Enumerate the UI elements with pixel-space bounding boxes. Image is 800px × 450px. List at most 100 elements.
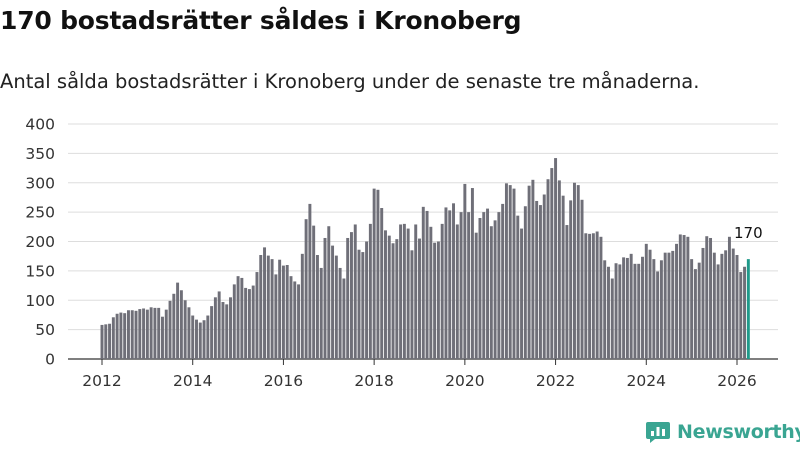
bar — [334, 255, 338, 359]
bar — [743, 266, 747, 359]
bar — [240, 277, 244, 359]
bar — [157, 307, 161, 359]
bar — [183, 300, 187, 359]
bar — [221, 302, 225, 359]
y-tick-label: 250 — [25, 204, 55, 222]
bar — [126, 310, 130, 359]
bar — [709, 237, 713, 359]
bar — [300, 253, 304, 359]
bar — [452, 203, 455, 359]
bar — [455, 224, 459, 359]
bar — [108, 323, 112, 359]
bar — [618, 264, 622, 359]
bar — [418, 238, 421, 359]
bar — [697, 262, 701, 359]
bar — [474, 232, 478, 359]
bar — [501, 203, 505, 359]
bar — [395, 239, 399, 359]
bar — [236, 276, 240, 359]
x-tick-label: 2026 — [717, 372, 756, 390]
bar — [538, 205, 542, 359]
bar — [595, 231, 599, 359]
bar — [142, 308, 146, 359]
bar — [648, 249, 652, 359]
bar — [542, 194, 546, 359]
bar — [304, 219, 308, 359]
bar — [712, 252, 716, 359]
bar — [255, 272, 259, 359]
bar — [644, 243, 648, 359]
bar — [213, 297, 217, 359]
bar — [206, 315, 210, 359]
bar — [463, 183, 467, 359]
last-bar-data-label: 170 — [734, 224, 763, 242]
x-tick-label: 2022 — [536, 372, 575, 390]
bar — [482, 212, 486, 359]
bar — [584, 233, 588, 359]
bar — [622, 257, 626, 359]
bar — [138, 309, 142, 359]
bar — [448, 210, 452, 359]
data-labels: 170 — [734, 224, 763, 242]
bar — [523, 206, 527, 359]
bar — [247, 289, 251, 359]
bar — [720, 253, 724, 359]
x-tick-label: 2016 — [264, 372, 303, 390]
chart-title: 170 bostadsrätter såldes i Kronoberg — [0, 6, 522, 35]
bar — [293, 281, 297, 359]
bar — [387, 235, 391, 359]
bar — [123, 313, 127, 359]
bars — [100, 158, 750, 359]
bar — [531, 179, 535, 359]
bar — [682, 235, 686, 359]
y-tick-label: 300 — [25, 174, 55, 192]
bar — [656, 271, 660, 359]
bar — [285, 265, 289, 359]
bar — [414, 224, 418, 359]
bar — [315, 255, 319, 359]
bar — [572, 182, 576, 359]
bar — [176, 282, 180, 359]
bar — [690, 259, 694, 359]
y-tick-label: 350 — [25, 145, 55, 163]
bar — [406, 228, 410, 359]
y-tick-label: 150 — [25, 262, 55, 280]
x-tick-label: 2020 — [445, 372, 484, 390]
bar — [297, 284, 301, 359]
bar — [338, 267, 342, 359]
bar — [384, 230, 387, 359]
x-tick-label: 2018 — [354, 372, 393, 390]
bar — [168, 300, 172, 359]
bar — [319, 267, 323, 359]
bar — [535, 200, 539, 359]
bar — [161, 316, 164, 359]
bar — [281, 265, 285, 359]
bar — [716, 264, 720, 359]
bar — [512, 188, 516, 359]
bar — [520, 228, 524, 359]
bar — [342, 278, 346, 359]
x-tick-label: 2024 — [627, 372, 666, 390]
y-axis-ticks: 0 50 100 150 200 250 300 350 400 — [25, 116, 55, 369]
bar — [312, 225, 316, 359]
bar — [179, 290, 183, 359]
bar — [104, 324, 108, 359]
bar — [440, 223, 444, 359]
bar — [217, 291, 221, 359]
bar — [678, 234, 682, 359]
y-tick-label: 200 — [25, 233, 55, 251]
bar — [599, 236, 603, 359]
bar — [274, 274, 278, 359]
bar — [652, 259, 656, 359]
bar — [365, 241, 369, 359]
bar — [376, 189, 380, 359]
y-tick-label: 400 — [25, 116, 55, 134]
bar — [610, 278, 614, 359]
bar — [686, 236, 690, 359]
bar — [663, 252, 667, 359]
bar — [259, 255, 263, 359]
bar — [675, 243, 678, 359]
bar — [701, 247, 705, 359]
bar — [565, 225, 569, 359]
